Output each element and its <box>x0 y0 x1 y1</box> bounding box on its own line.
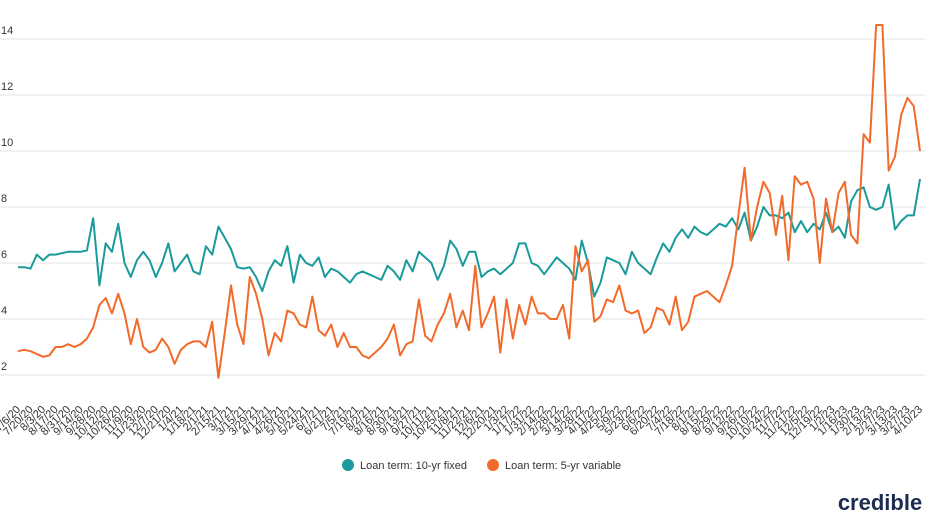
y-tick-label: 2 <box>1 361 7 373</box>
series-line <box>18 178 921 298</box>
y-tick-label: 10 <box>1 137 13 149</box>
y-tick-label: 12 <box>1 81 13 93</box>
legend-swatch <box>487 459 499 471</box>
y-tick-label: 14 <box>1 25 13 37</box>
brand-logo: credible <box>838 490 922 515</box>
y-tick-label: 8 <box>1 193 7 205</box>
legend: Loan term: 10-yr fixed Loan term: 5-yr va… <box>342 459 621 472</box>
legend-swatch <box>342 459 354 471</box>
y-tick-label: 4 <box>1 305 7 317</box>
legend-label: Loan term: 10-yr fixed <box>360 460 467 472</box>
series-line <box>17 24 921 379</box>
y-tick-label: 6 <box>1 249 7 261</box>
legend-label: Loan term: 5-yr variable <box>505 460 621 472</box>
